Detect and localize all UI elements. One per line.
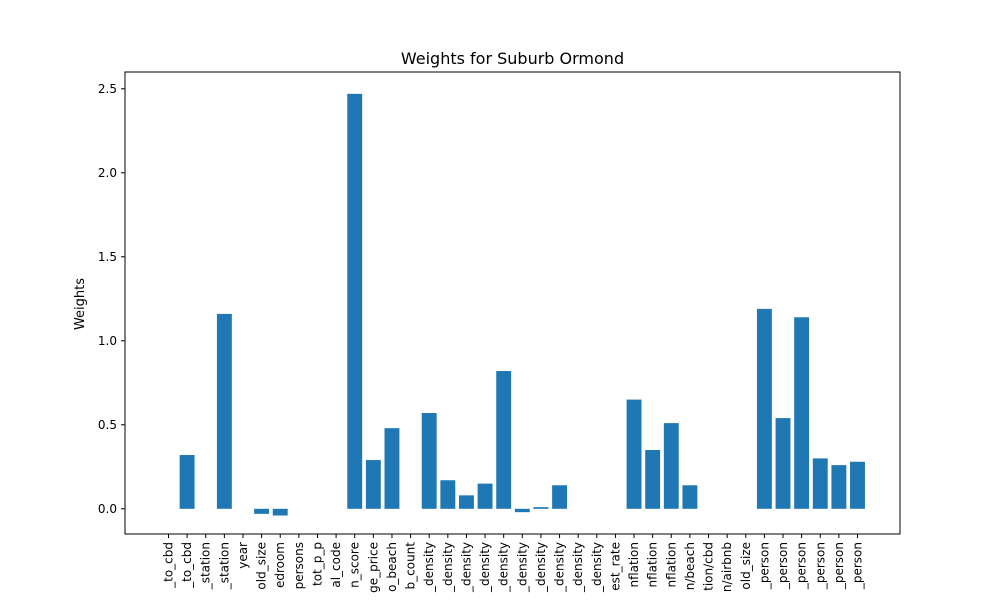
- x-tick-label: _person: [832, 542, 846, 590]
- x-tick-label: persons: [292, 542, 306, 589]
- bar: [272, 508, 288, 516]
- x-tick-label: n/airbnb: [720, 542, 734, 592]
- y-tick-label: 0.0: [98, 502, 117, 516]
- x-tick-label: _density: [422, 542, 436, 593]
- bar: [421, 413, 437, 509]
- x-tick-label: ge_price: [366, 542, 380, 593]
- bar: [514, 508, 530, 513]
- x-tick-label: al_code: [329, 542, 343, 588]
- bar: [384, 428, 400, 509]
- x-tick-label: n_score: [348, 542, 362, 588]
- x-tick-label: b_count: [404, 542, 418, 590]
- x-tick-label: nflation: [646, 542, 660, 588]
- bar: [812, 458, 828, 509]
- bar: [831, 465, 847, 509]
- x-tick-label: o_beach: [385, 542, 399, 592]
- x-tick-label: _station: [217, 542, 231, 590]
- x-tick-label: tot_p_p: [310, 542, 324, 586]
- y-tick-label: 1.5: [98, 250, 117, 264]
- y-tick-label: 2.5: [98, 82, 117, 96]
- x-tick-label: _density: [459, 542, 473, 593]
- bars-group: [179, 93, 865, 516]
- y-tick-label: 0.5: [98, 418, 117, 432]
- x-tick-label: _person: [795, 542, 809, 590]
- x-tick-label: nflation: [627, 542, 641, 588]
- x-tick-label: _station: [199, 542, 213, 590]
- x-axis: _to_cbd _to_cbd _station _station year old_si…: [162, 534, 865, 593]
- x-tick-label: _density: [571, 542, 585, 593]
- bar: [216, 313, 232, 509]
- bar: [682, 485, 698, 509]
- x-tick-label: _density: [497, 542, 511, 593]
- x-tick-label: _density: [515, 542, 529, 593]
- bar: [645, 450, 661, 509]
- x-tick-label: _person: [813, 542, 827, 590]
- x-tick-label: tion/cbd: [702, 542, 716, 591]
- bar: [626, 399, 642, 509]
- bar: [459, 495, 474, 509]
- bar: [850, 461, 865, 509]
- x-tick-label: _density: [553, 542, 567, 593]
- bar: [254, 508, 270, 514]
- x-tick-label: year: [236, 542, 250, 569]
- x-tick-label: _to_cbd: [180, 542, 194, 589]
- bar: [179, 455, 195, 509]
- x-tick-label: _person: [776, 542, 790, 590]
- x-tick-label: nflation: [664, 542, 678, 588]
- x-tick-label: old_size: [739, 542, 753, 590]
- x-tick-label: _person: [757, 542, 771, 590]
- x-tick-label: _density: [441, 542, 455, 593]
- bar: [347, 93, 363, 509]
- y-axis: 0.0 0.5 1.0 1.5 2.0 2.5: [98, 82, 125, 516]
- bar: [365, 460, 381, 509]
- x-tick-label: edroom: [273, 542, 287, 588]
- y-tick-label: 1.0: [98, 334, 117, 348]
- x-tick-label: _to_cbd: [162, 542, 176, 589]
- bar: [756, 308, 772, 509]
- x-tick-label: est_rate: [608, 542, 622, 591]
- x-tick-label: old_size: [255, 542, 269, 590]
- bar: [440, 480, 456, 509]
- y-axis-label: Weights: [73, 278, 88, 330]
- bar: [775, 418, 791, 509]
- chart-title: Weights for Suburb Ormond: [401, 49, 624, 68]
- x-tick-label: n/beach: [683, 542, 697, 590]
- x-tick-label: _density: [534, 542, 548, 593]
- bar: [552, 485, 568, 509]
- bar: [477, 483, 493, 509]
- x-tick-label: _person: [851, 542, 865, 590]
- x-tick-label: _density: [590, 542, 604, 593]
- plot-area-frame: [124, 71, 901, 535]
- bar: [533, 507, 549, 509]
- x-tick-label: _density: [478, 542, 492, 593]
- bar: [496, 371, 512, 509]
- bar: [663, 423, 679, 509]
- bar: [794, 317, 810, 509]
- y-tick-label: 2.0: [98, 166, 117, 180]
